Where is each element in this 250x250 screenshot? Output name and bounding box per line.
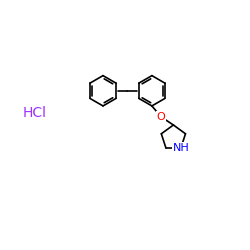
Text: HCl: HCl <box>22 106 46 120</box>
Text: NH: NH <box>172 143 189 153</box>
Text: O: O <box>157 112 166 122</box>
